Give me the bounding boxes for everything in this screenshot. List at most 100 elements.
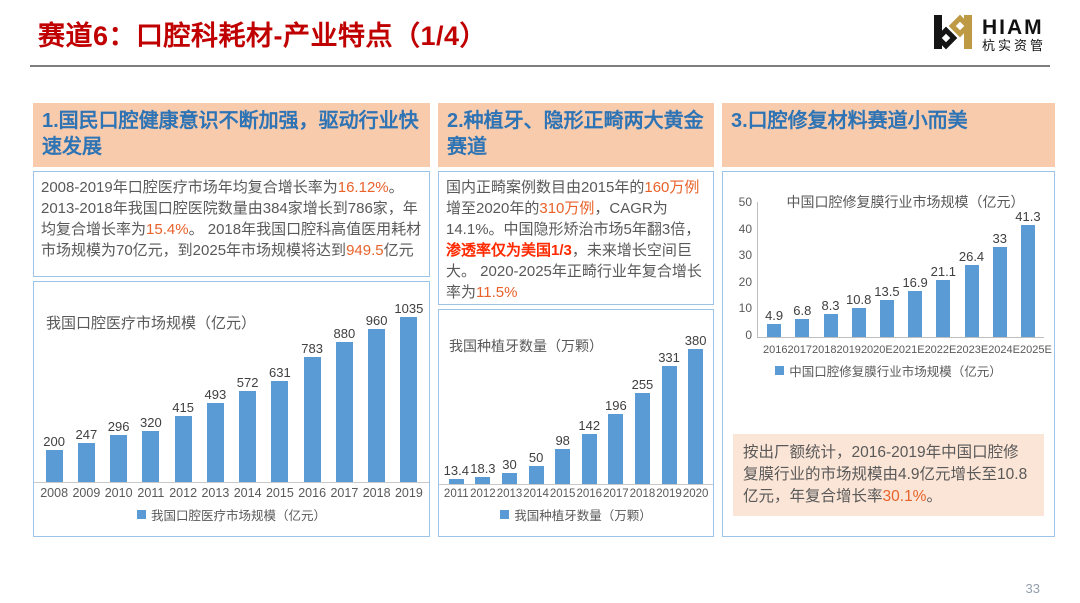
body-text: 增至2020年的: [446, 200, 540, 217]
bar-column: 247: [70, 427, 102, 482]
bar-value-label: 380: [684, 333, 707, 348]
bar: [608, 414, 624, 484]
y-tick-label: 20: [738, 274, 752, 289]
legend-label: 我国种植牙数量（万颗）: [514, 509, 652, 523]
x-tick-label: 2017: [330, 486, 359, 500]
bar-value-label: 13.5: [874, 284, 900, 299]
bar-value-label: 296: [107, 419, 130, 434]
bar-value-label: 880: [333, 326, 356, 341]
bar-value-label: 41.3: [1015, 209, 1041, 224]
bar: [879, 300, 894, 337]
bar-column: 18.3: [470, 461, 497, 484]
bar: [661, 366, 677, 484]
bar-value-label: 10.8: [846, 292, 872, 307]
bar-column: 98: [549, 433, 576, 484]
x-tick-label: 2015: [549, 488, 576, 500]
panel-2-header: 2.种植牙、隐形正畸两大黄金赛道: [438, 103, 714, 167]
legend-label: 我国口腔医疗市场规模（亿元）: [150, 509, 326, 523]
bar-value-label: 783: [301, 341, 323, 356]
x-tick-label: 2011: [443, 488, 469, 500]
bar-column: 320: [135, 415, 167, 482]
bar-value-label: 30: [502, 457, 517, 472]
chart-plot-area: 13.4 18.3 30 50 98 142 196 255 331 380: [439, 333, 713, 485]
x-tick-label: 2014: [233, 486, 262, 500]
bar-column: 33: [986, 231, 1014, 337]
body-text: 亿元: [383, 242, 414, 259]
chart-dental-medical-market: 我国口腔医疗市场规模（亿元） 200 247 296 320 415 493 572 631 7…: [33, 281, 430, 537]
bar: [368, 329, 386, 482]
bar: [239, 391, 257, 482]
bar-column: 1035: [393, 301, 425, 482]
bar-value-label: 415: [172, 400, 194, 415]
x-tick-label: 2016: [298, 486, 327, 500]
x-tick-label: 2020: [682, 488, 709, 500]
bar: [936, 280, 951, 337]
bar-value-label: 33: [992, 231, 1007, 246]
x-tick-label: 2009: [72, 486, 101, 500]
bar: [448, 479, 464, 484]
y-tick-label: 50: [738, 195, 752, 209]
bar-column: 41.3: [1014, 209, 1042, 337]
logo-text: HIAM 杭实资管: [982, 16, 1046, 53]
bar-column: 4.9: [760, 308, 788, 337]
bar-column: 50: [523, 450, 550, 484]
x-tick-label: 2016: [576, 488, 603, 500]
bar-value-label: 13.4: [443, 463, 469, 478]
x-tick-label: 2018: [362, 486, 391, 500]
highlighted-text: 160万例: [644, 179, 700, 196]
bar-value-label: 247: [75, 427, 98, 442]
body-text: 。 2018年我国口腔科高值医用耗材市场规模为70亿元，到2025年市场规模将达…: [41, 221, 422, 259]
title-divider: [30, 65, 1050, 67]
logo-brand-cn: 杭实资管: [981, 37, 1046, 53]
bar-column: 631: [264, 365, 296, 482]
bar-column: 331: [656, 350, 683, 484]
bar-column: 16.9: [901, 275, 929, 337]
chart-x-axis: 2011 2012 2013 2014 2015 2016 2017 2018 2019 2020: [439, 485, 713, 500]
chart-legend: 中国口腔修复膜行业市场规模（亿元）: [723, 356, 1054, 382]
page-number: 33: [1025, 581, 1040, 596]
bar-column: 13.5: [873, 284, 901, 337]
bar-column: 200: [38, 434, 70, 482]
bar-column: 30: [496, 457, 523, 484]
x-tick-label: 2016: [763, 344, 788, 356]
x-tick-label: 2023E: [956, 344, 989, 356]
bar-value-label: 21.1: [930, 264, 956, 279]
bar-column: 142: [576, 418, 603, 484]
bar-value-label: 200: [43, 434, 65, 449]
x-tick-label: 2013: [201, 486, 230, 500]
bar-value-label: 6.8: [793, 303, 812, 318]
bar: [45, 450, 63, 482]
x-tick-label: 2008: [40, 486, 69, 500]
bar-column: 255: [629, 377, 656, 484]
chart-repair-membrane-market: 中国口腔修复膜行业市场规模（亿元） 50 40 30 20 10 0 4.9 6.8 8.3 1…: [722, 171, 1055, 537]
x-tick-label: 2012: [169, 486, 198, 500]
x-tick-label: 2015: [265, 486, 294, 500]
x-tick-label: 2024E: [988, 344, 1020, 356]
body-text: ，未来增长空间巨大。 2020-2025年正畸行业年复合增长率为: [446, 242, 702, 301]
bar: [908, 291, 923, 337]
bar: [271, 381, 289, 482]
x-tick-label: 2019: [656, 488, 682, 500]
logo-diamond-icon: [931, 10, 975, 59]
body-text: 国内正畸案例数目由2015年的: [446, 179, 645, 196]
bar: [206, 403, 224, 482]
x-tick-label: 2014: [523, 488, 549, 500]
x-tick-label: 2019: [836, 344, 861, 356]
chart-y-axis: 50 40 30 20 10 0: [731, 195, 757, 342]
page-title: 赛道6：口腔科耗材-产业特点（1/4）: [38, 21, 488, 51]
y-tick-label: 40: [738, 221, 752, 236]
x-tick-label: 2012: [470, 488, 496, 500]
bar: [303, 357, 321, 482]
bar: [767, 324, 782, 337]
chart-x-axis: 2008 2009 2010 2011 2012 2013 2014 2015 2016 2017…: [34, 483, 429, 500]
chart-title: 我国口腔医疗市场规模（亿元）: [46, 315, 257, 332]
bar-value-label: 331: [658, 350, 680, 365]
bar-column: 783: [296, 341, 328, 482]
highlighted-text: 30.1%: [882, 488, 927, 505]
bar-column: 493: [199, 387, 231, 482]
highlighted-text: 渗透率仅为美国1/3: [446, 242, 572, 259]
x-tick-label: 2017: [787, 344, 812, 356]
bar-value-label: 4.9: [765, 308, 784, 323]
bar: [501, 473, 517, 484]
